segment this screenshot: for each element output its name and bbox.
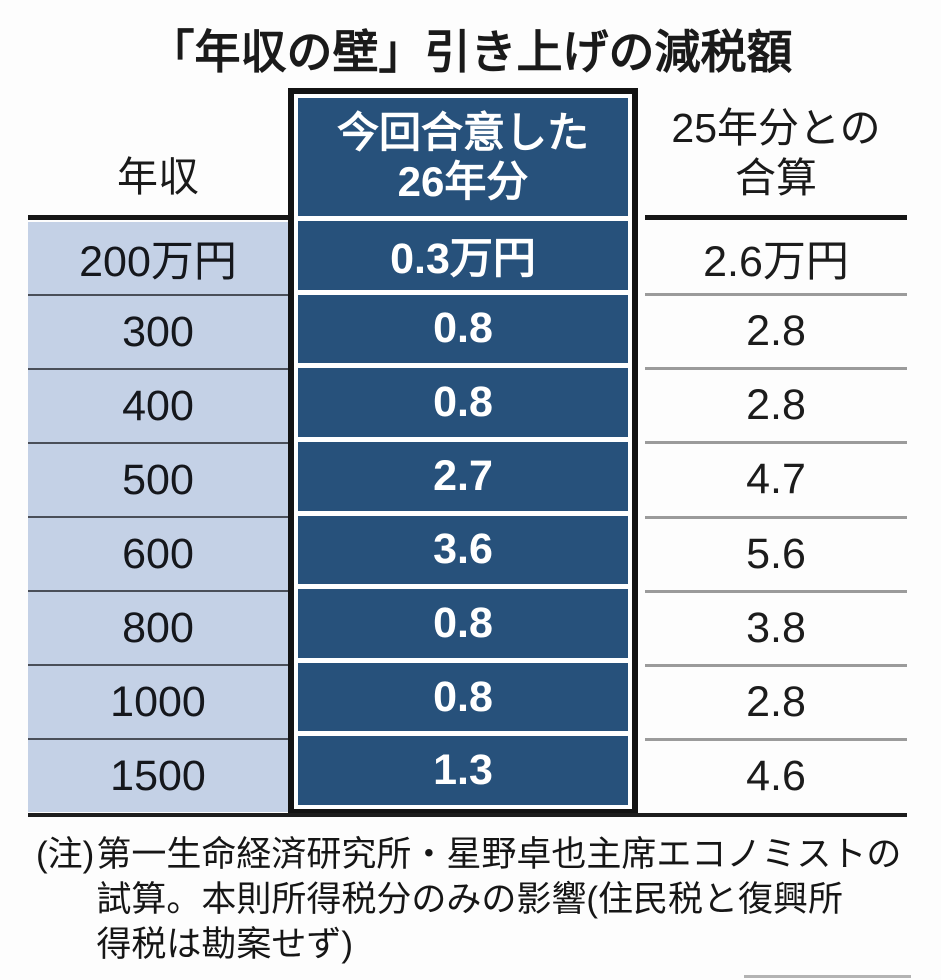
column-header-total: 25年分との 合算: [671, 105, 881, 201]
total-cell: 2.6万円: [703, 237, 849, 286]
cropped-element-edge: [744, 975, 911, 978]
total-column: 2.6万円 2.8 2.8 4.7 5.6 3.8 2.8 4.6: [645, 222, 907, 812]
fy26-cell: 0.8: [298, 589, 628, 658]
total-cell: 5.6: [645, 515, 907, 590]
fy26-cell: 1.3: [298, 736, 628, 805]
header-rule-right: [645, 215, 907, 220]
income-cell: 1500: [28, 738, 288, 812]
income-cell: 1000: [28, 664, 288, 738]
fy26-cell: 3.6: [298, 515, 628, 585]
income-cell: 300: [28, 294, 288, 368]
header-rule-left: [28, 215, 288, 220]
footnote-line: 第一生命経済研究所・星野卓也主席エコノミストの: [96, 835, 902, 874]
total-cell: 3.8: [645, 589, 907, 664]
income-cell: 400: [28, 368, 288, 442]
fy26-cell: 0.3万円: [298, 221, 628, 290]
income-column: 200万円 300 400 500 600 800 1000 1500: [28, 222, 288, 812]
chart-title: 「年収の壁」引き上げの減税額: [148, 26, 793, 78]
income-cell: 500: [28, 442, 288, 516]
column-header-fy26: 今回合意した 26年分: [298, 98, 628, 216]
table-bottom-rule: [28, 813, 907, 817]
income-cell: 800: [28, 590, 288, 664]
fy26-cell: 0.8: [298, 368, 628, 437]
income-cell: 600: [28, 516, 288, 590]
total-cell: 2.8: [645, 293, 907, 367]
footnote-body: 第一生命経済研究所・星野卓也主席エコノミストの 試算。本則所得税分のみの影響(住…: [96, 832, 901, 967]
fy26-highlight-column: 今回合意した 26年分 0.3万円 0.8 0.8 2.7 3.6 0.8 0.…: [288, 88, 638, 815]
total-cell: 2.8: [645, 663, 907, 738]
footnote-line: 得税は勘案せず): [96, 925, 353, 964]
fy26-cell: 0.8: [298, 294, 628, 364]
total-cell: 4.6: [645, 737, 907, 812]
fy26-cell: 2.7: [298, 441, 628, 511]
footnote-line: 試算。本則所得税分のみの影響(住民税と復興所: [96, 880, 843, 919]
footnote-prefix: (注): [36, 835, 95, 874]
total-cell: 4.7: [645, 441, 907, 515]
fy26-cell: 0.8: [298, 662, 628, 732]
total-cell: 2.8: [645, 367, 907, 441]
income-cell: 200万円: [28, 222, 288, 294]
column-header-income: 年収: [117, 153, 199, 200]
footnote: (注) 第一生命経済研究所・星野卓也主席エコノミストの 試算。本則所得税分のみの…: [36, 832, 918, 967]
